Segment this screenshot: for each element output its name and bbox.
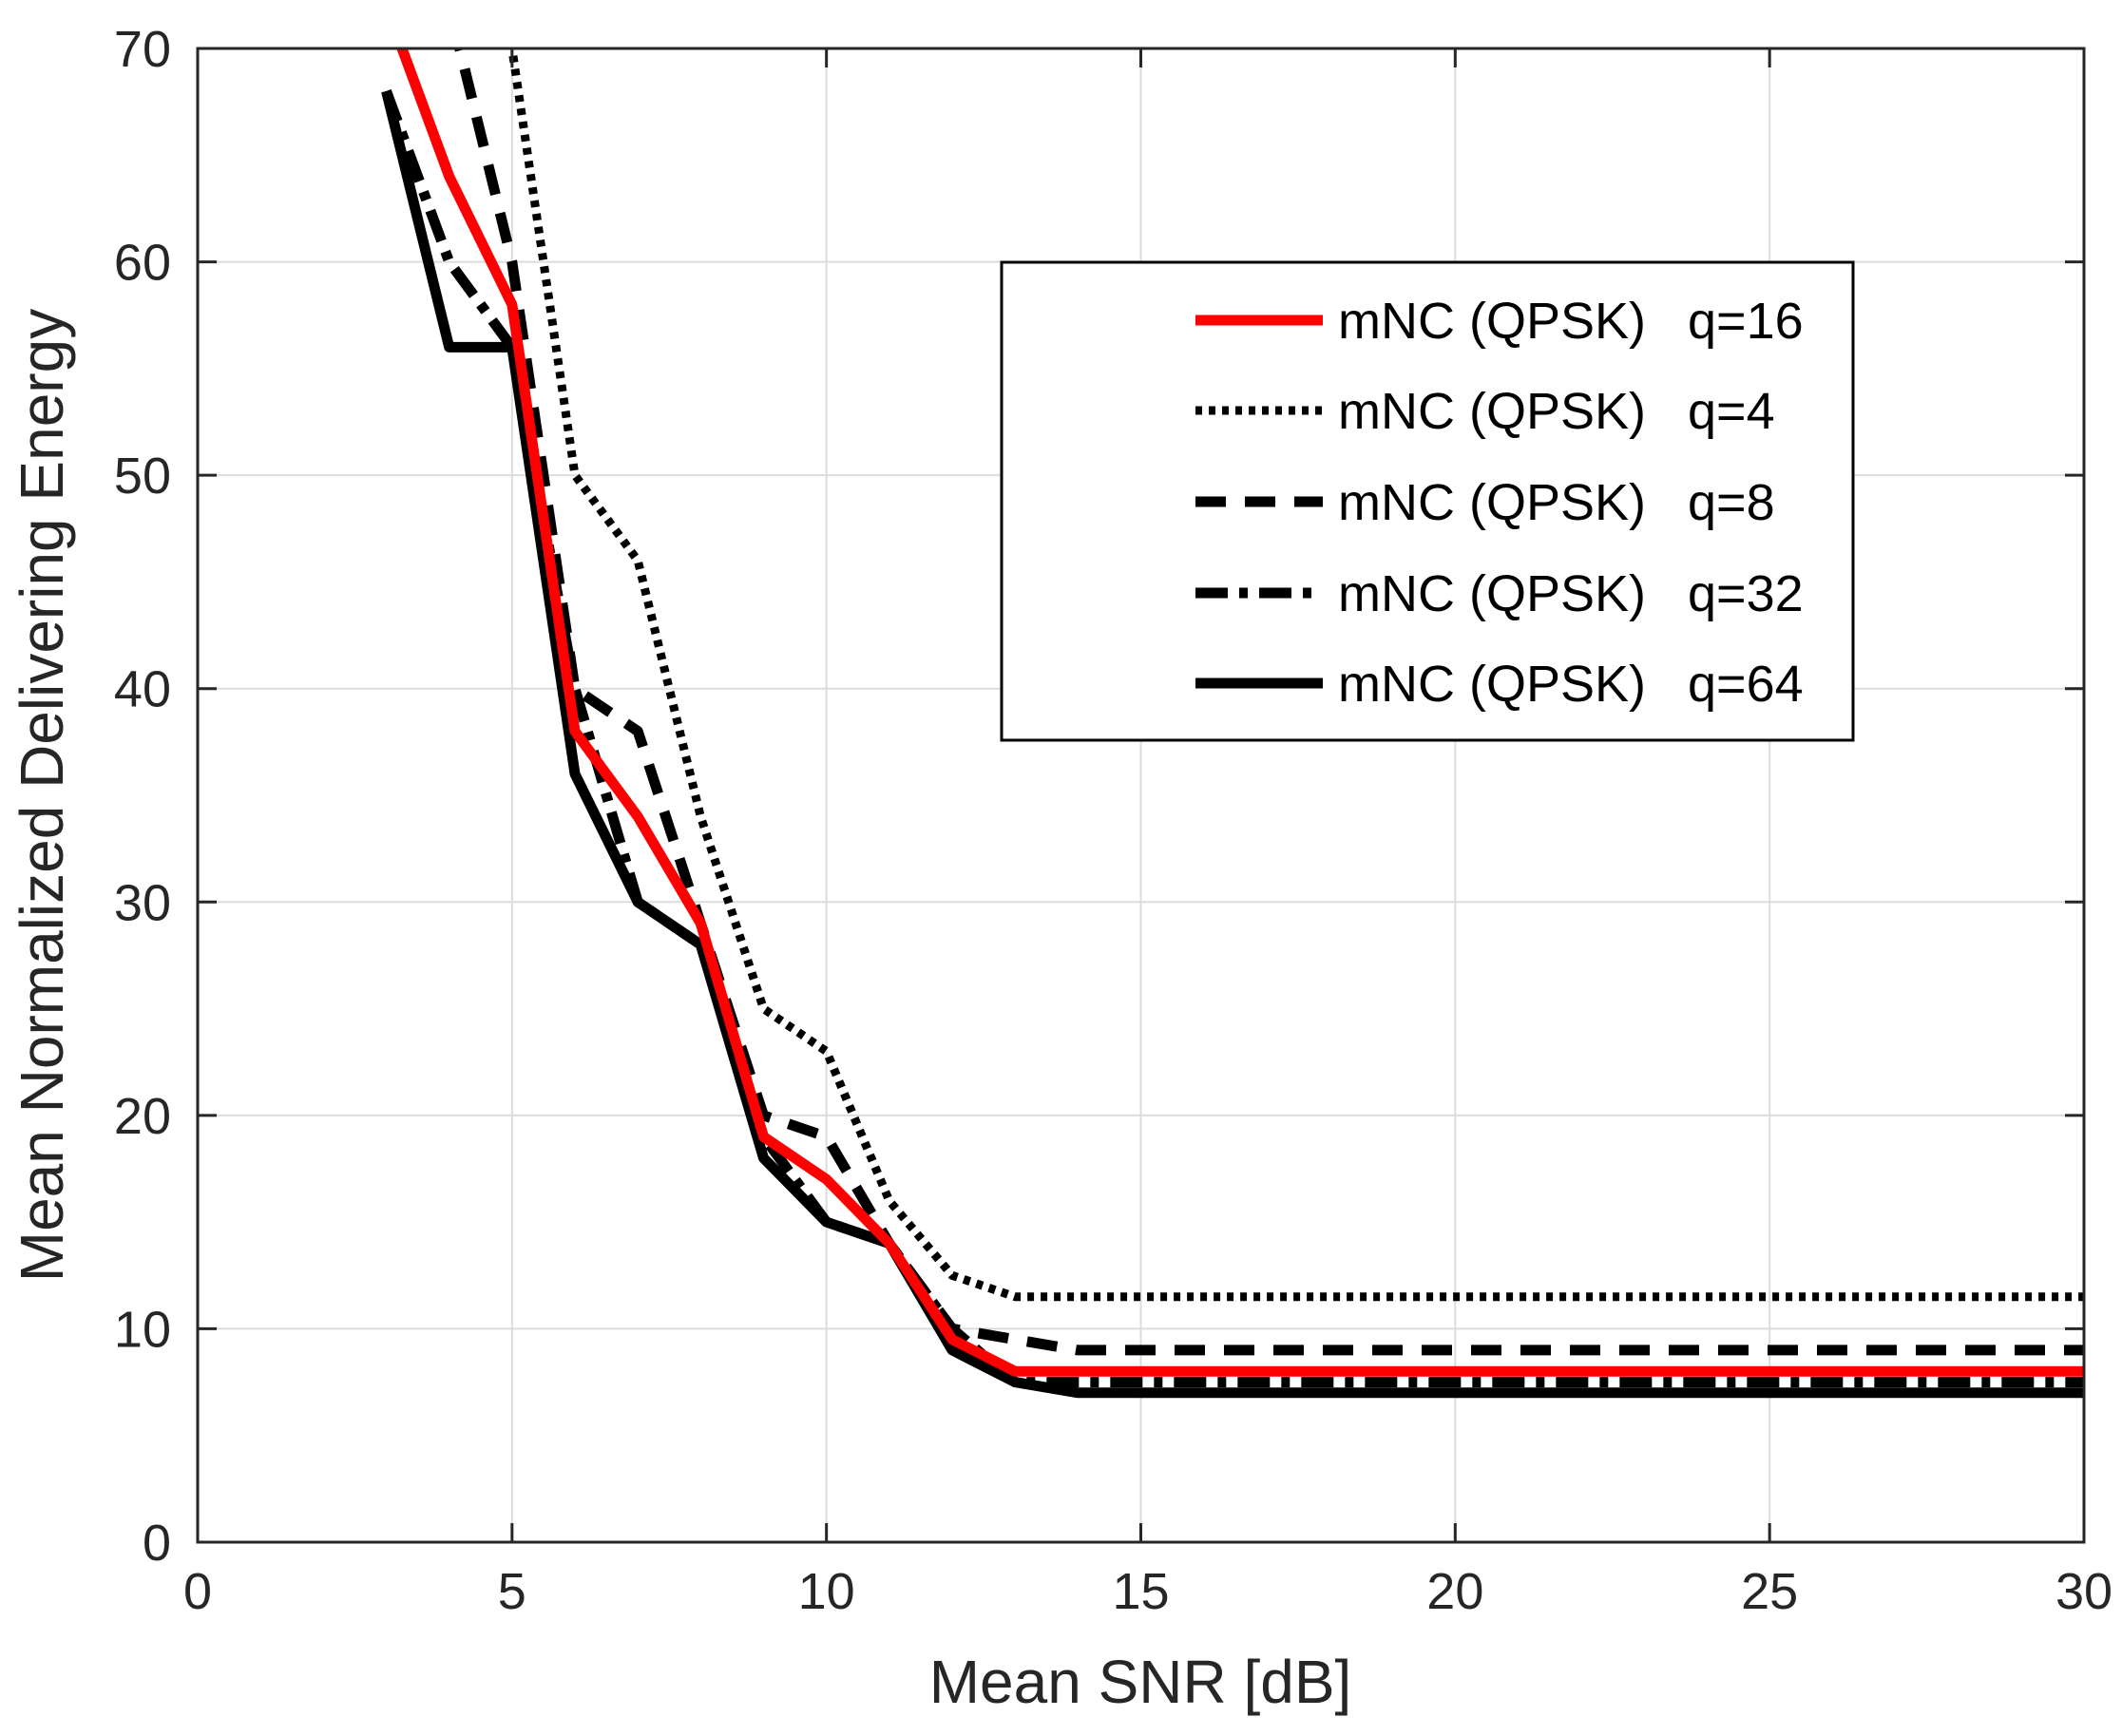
legend[interactable]: mNC (QPSK) q=16 mNC (QPSK) q=4 mNC (QPSK) q=8…	[1000, 260, 1855, 742]
y-tick-label: 40	[114, 661, 171, 718]
legend-q-label: q=4	[1688, 383, 1775, 440]
y-tick-label: 70	[114, 21, 171, 78]
x-tick-label: 10	[798, 1563, 855, 1620]
y-tick-label: 60	[114, 235, 171, 292]
legend-entries: mNC (QPSK) q=16 mNC (QPSK) q=4 mNC (QPSK) q=8…	[1195, 293, 1804, 713]
axis-ticks	[196, 47, 2086, 1544]
x-tick-label: 5	[498, 1563, 526, 1620]
legend-label: mNC (QPSK)	[1338, 383, 1646, 440]
legend-q-label: q=32	[1688, 565, 1804, 622]
legend-label: mNC (QPSK)	[1338, 656, 1646, 713]
legend-label: mNC (QPSK)	[1338, 293, 1646, 350]
y-tick-label: 10	[114, 1301, 171, 1358]
legend-label: mNC (QPSK)	[1338, 474, 1646, 531]
series-lines	[381, 48, 2084, 1399]
y-axis-label: Mean Normalized Delivering Energy	[8, 309, 76, 1282]
series-line-q-16	[396, 48, 2084, 1377]
x-tick-label: 15	[1112, 1563, 1169, 1620]
legend-q-label: q=16	[1688, 293, 1804, 350]
y-tick-label: 0	[143, 1515, 171, 1572]
x-tick-label: 20	[1426, 1563, 1483, 1620]
x-axis-label: Mean SNR [dB]	[929, 1648, 1352, 1716]
tick-labels: 0 5 10 15 20 25 30 0 10 20 30 40 50 60 70	[114, 21, 2112, 1620]
series-line-q-8	[454, 48, 2084, 1356]
legend-label: mNC (QPSK)	[1338, 565, 1646, 622]
x-tick-label: 25	[1741, 1563, 1798, 1620]
legend-box	[1000, 260, 1855, 742]
y-tick-label: 50	[114, 448, 171, 505]
legend-q-label: q=64	[1688, 656, 1804, 713]
legend-q-label: q=8	[1688, 474, 1775, 531]
y-tick-label: 20	[114, 1088, 171, 1145]
x-tick-label: 30	[2055, 1563, 2112, 1620]
series-line-q-4	[507, 48, 2084, 1302]
series-line-q-64	[381, 89, 2084, 1399]
y-tick-label: 30	[114, 874, 171, 931]
x-tick-label: 0	[183, 1563, 212, 1620]
